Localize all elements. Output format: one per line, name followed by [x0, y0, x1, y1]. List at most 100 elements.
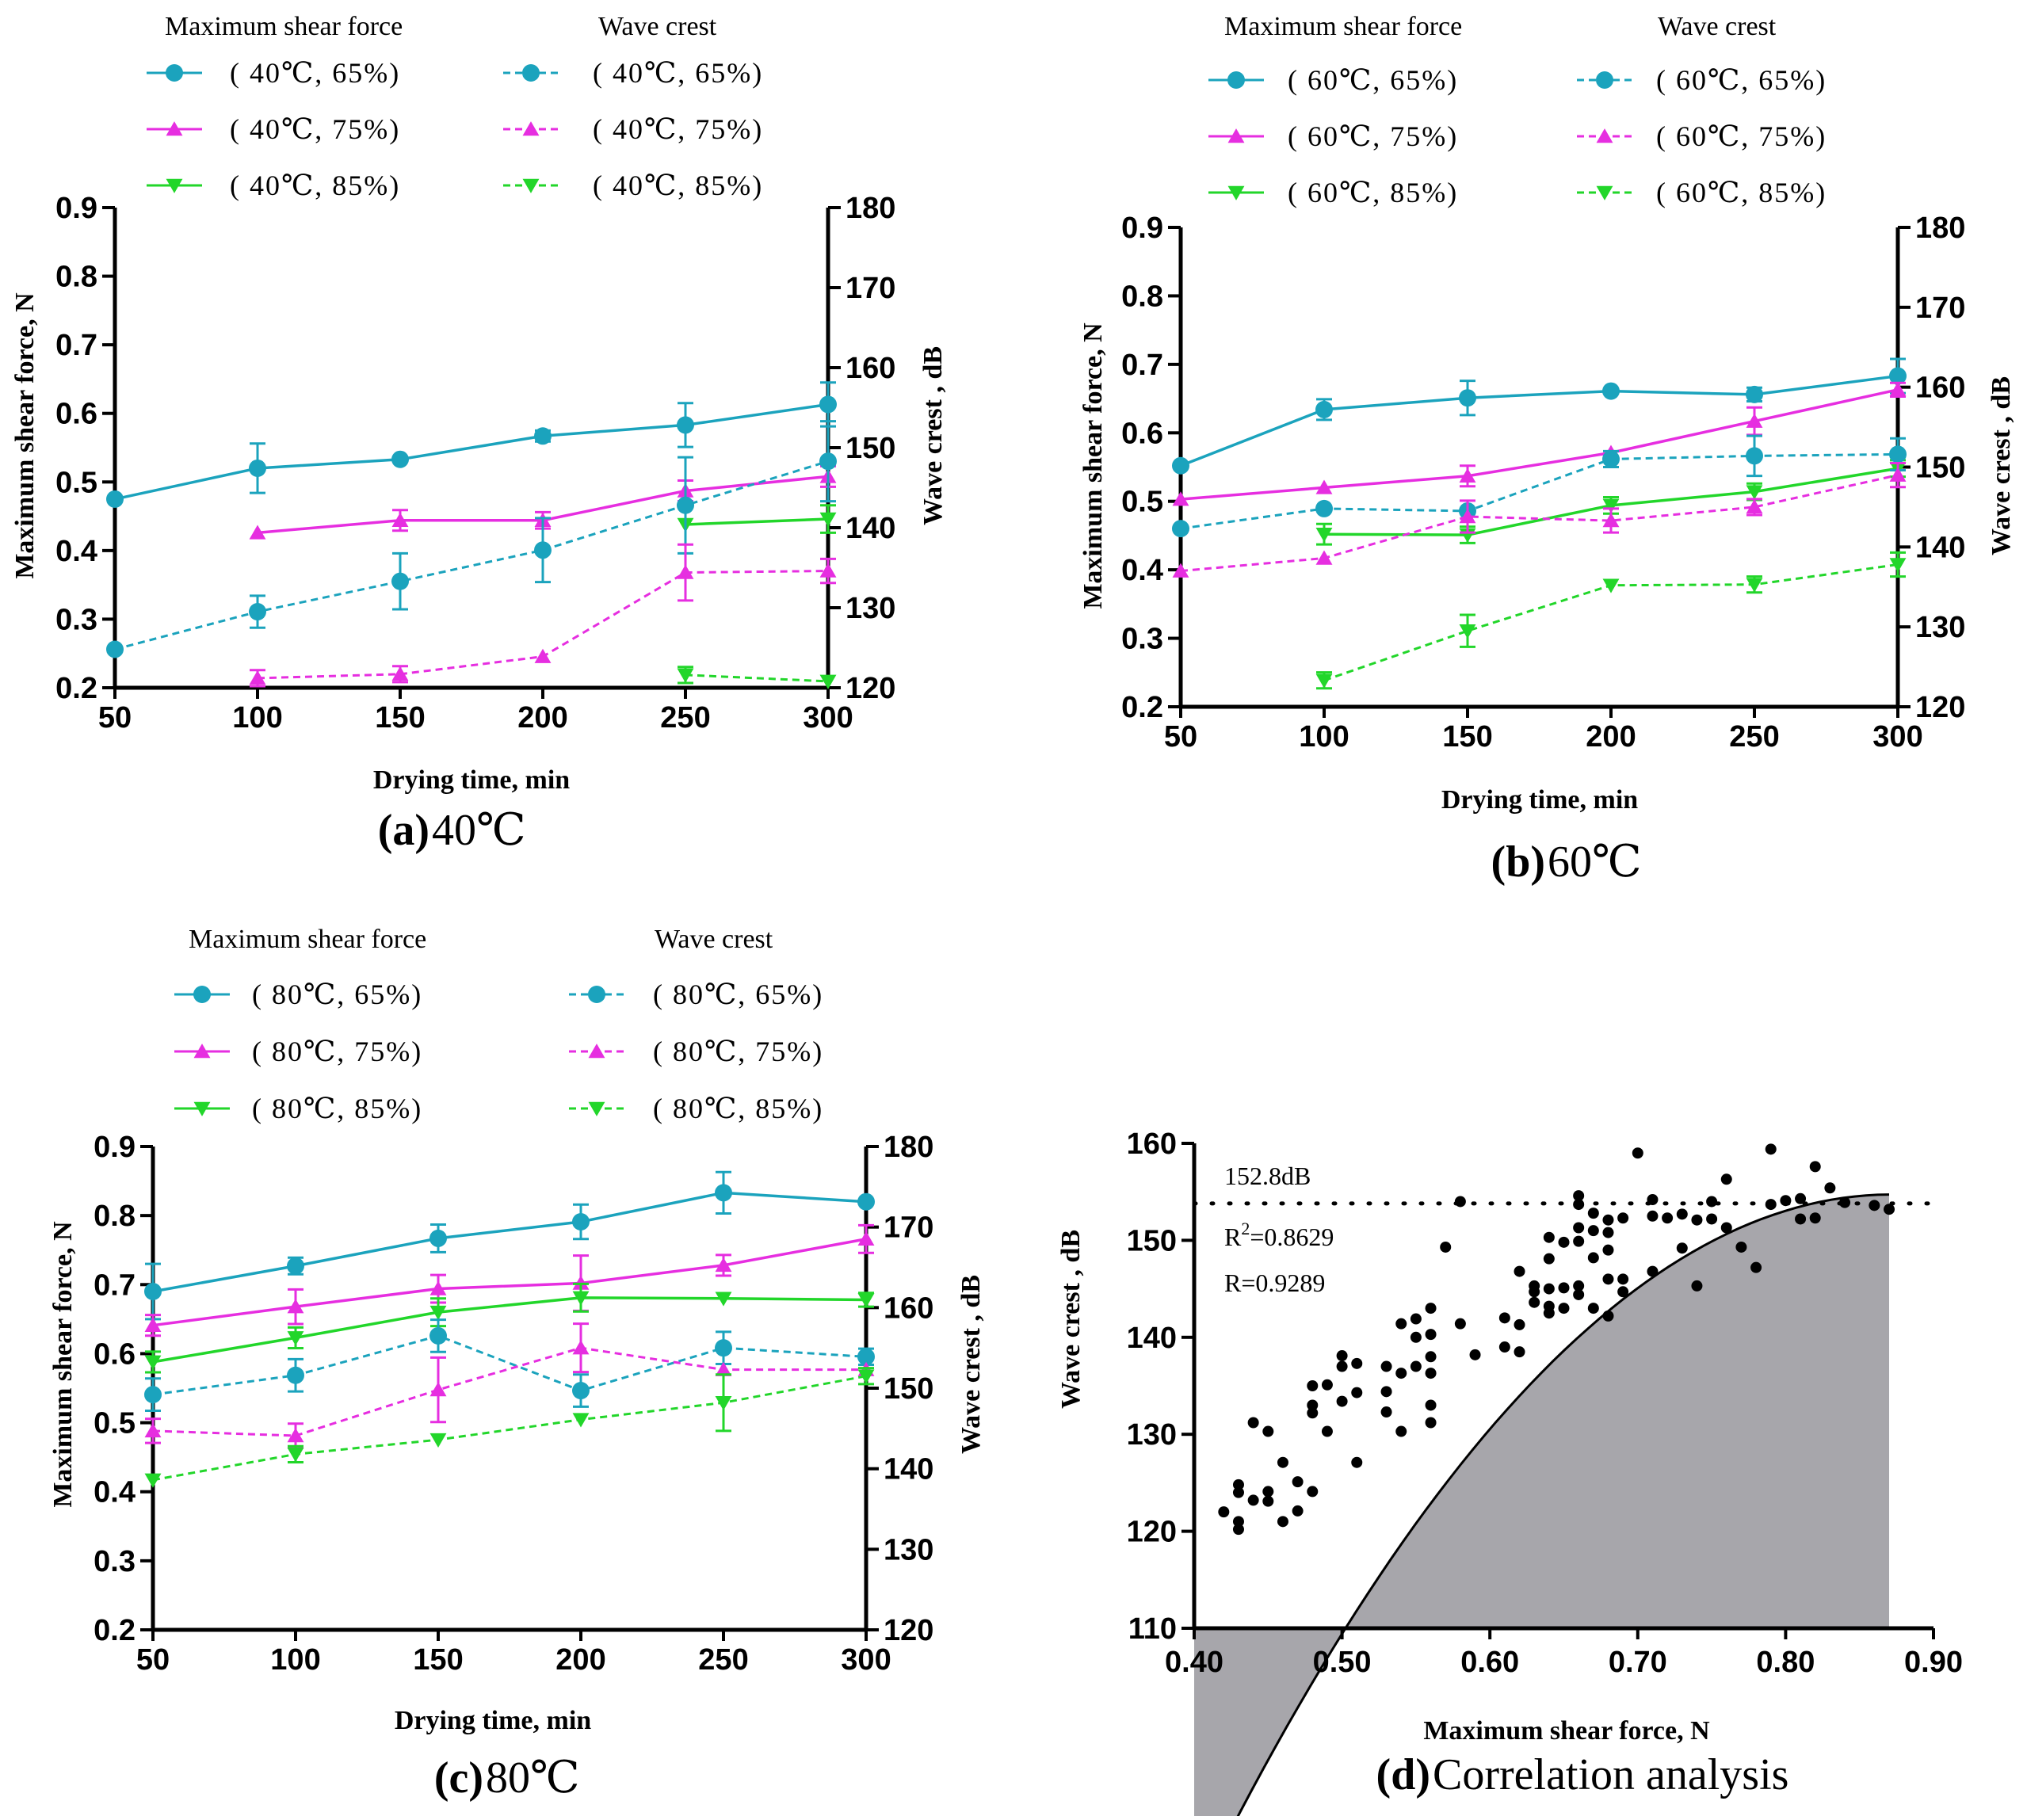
panel-d-data-point [1558, 1303, 1570, 1314]
panel-c-y2-label: Wave crest , dB [956, 1275, 986, 1454]
panel-a-y2-tick-label: 120 [846, 672, 895, 705]
panel-c-x-tick-label: 150 [413, 1643, 463, 1677]
panel-b-y2-tick-label: 130 [1915, 611, 1965, 644]
panel-b-data-point [1315, 673, 1333, 689]
panel-c-legend-marker [588, 1101, 605, 1116]
panel-d-data-point [1602, 1227, 1614, 1238]
panel-b-data-point [1315, 527, 1333, 543]
panel-d-y-tick-label: 110 [1128, 1612, 1177, 1646]
panel-d-data-point [1543, 1283, 1555, 1295]
panel-b-series-shear-c75 [1172, 381, 1907, 506]
panel-c-data-point [429, 1229, 447, 1247]
panel-c-x-tick-label: 250 [698, 1643, 748, 1677]
panel-c-data-point [857, 1348, 875, 1366]
panel-d-y-label: Wave crest , dB [1056, 1230, 1086, 1409]
panel-c-data-point [857, 1293, 875, 1308]
panel-b-y2-tick-label: 120 [1915, 691, 1965, 724]
panel-a-y-tick-label: 0.2 [55, 672, 97, 705]
panel-c-legend-label: ( 80℃, 85%) [252, 1093, 422, 1124]
panel-c-y2-tick-label: 150 [884, 1372, 933, 1406]
panel-a-x-tick-label: 100 [232, 701, 282, 734]
panel-b-data-point [1172, 563, 1189, 578]
panel-a-legend-title-crest: Wave crest [598, 12, 717, 41]
panel-b-y2-tick-label: 170 [1915, 292, 1965, 325]
panel-d-data-point [1307, 1399, 1319, 1411]
panel-d-data-point [1573, 1235, 1585, 1247]
panel-d-data-point [1425, 1351, 1437, 1363]
panel-a-y-tick-label: 0.7 [55, 329, 97, 362]
panel-b-data-point [1746, 499, 1763, 514]
panel-b-series-shear-c65 [1172, 357, 1907, 475]
panel-c-y-tick-label: 0.4 [94, 1476, 136, 1509]
panel-c-data-point [144, 1317, 162, 1332]
panel-d-data-point [1232, 1479, 1244, 1490]
panel-a-data-point [677, 564, 694, 579]
panel-c-legend-label: ( 80℃, 75%) [252, 1036, 422, 1067]
panel-b-data-point [1889, 367, 1907, 385]
panel-c-series-shear-c85 [144, 1282, 875, 1374]
panel-b-legend-marker [1596, 185, 1613, 200]
panel-b-series-crest-c75 [1172, 461, 1907, 578]
panel-a-legend-marker [522, 64, 540, 82]
panel-d-data-point [1602, 1273, 1614, 1285]
panel-d-data-point [1529, 1296, 1540, 1308]
panel-a-legend-label: ( 40℃, 85%) [230, 170, 400, 201]
panel-b-legend-marker [1227, 128, 1245, 143]
panel-a-data-point [391, 512, 409, 528]
panel-a-series-crest-c85 [677, 666, 837, 689]
panel-a-legend-label: ( 40℃, 65%) [230, 57, 400, 89]
panel-b-data-point [1602, 513, 1620, 528]
panel-c-data-point [287, 1448, 304, 1463]
panel-d-data-point [1602, 1310, 1614, 1322]
panel-d-x-tick-label: 0.60 [1460, 1646, 1519, 1679]
panel-d-data-point [1543, 1231, 1555, 1243]
panel-a-data-point [534, 427, 552, 445]
panel-a-legend-title-shear: Maximum shear force [165, 12, 403, 41]
panel-a-y2-tick-label: 140 [846, 512, 895, 545]
panel-c-y-tick-label: 0.9 [94, 1131, 136, 1164]
panel-a-x-tick-label: 300 [803, 701, 853, 734]
panel-a-x-label: Drying time, min [373, 765, 570, 795]
panel-c-data-point [429, 1305, 447, 1321]
panel-d-data-point [1632, 1147, 1643, 1159]
panel-a-y-tick-label: 0.3 [55, 603, 97, 636]
panel-c-legend-marker [588, 986, 605, 1003]
panel-c-data-point [287, 1428, 304, 1443]
panel-d-data-point [1292, 1505, 1304, 1517]
panel-d-data-point [1543, 1307, 1555, 1319]
panel-b-caption-text: 60℃ [1548, 838, 1642, 887]
panel-b-legend-marker [1596, 71, 1613, 89]
panel-a-data-point [819, 674, 837, 689]
panel-b-data-point [1746, 413, 1763, 428]
panel-d-data-point [1514, 1318, 1525, 1330]
panel-b-x-tick-label: 250 [1729, 720, 1779, 754]
panel-d-data-point [1765, 1143, 1777, 1155]
panel-a-y2-tick-label: 170 [846, 272, 895, 305]
panel-d-data-point [1262, 1495, 1274, 1507]
panel-d-data-point [1247, 1417, 1259, 1429]
panel-b-y-tick-label: 0.9 [1121, 212, 1163, 245]
panel-d-data-point [1410, 1313, 1422, 1325]
panel-d-x-tick-label: 0.90 [1904, 1646, 1963, 1679]
panel-d-data-point [1440, 1241, 1452, 1253]
panel-a-data-point [249, 459, 266, 477]
panel-a-data-point [819, 452, 837, 471]
panel-a-series-shear-c85 [677, 504, 837, 534]
panel-b-data-point [1602, 382, 1620, 400]
panel-d: 110 120 130 140 150 160 0.40 0.50 0.60 0.70 0.80 0.… [1056, 1127, 1963, 1820]
panel-a-data-point [106, 490, 124, 508]
panel-d-data-point [1587, 1252, 1599, 1264]
panel-d-y-tick-label: 150 [1127, 1224, 1177, 1257]
panel-b-y-tick-label: 0.7 [1121, 349, 1163, 382]
panel-d-data-point [1498, 1341, 1510, 1353]
panel-d-data-point [1691, 1214, 1703, 1226]
panel-b-y-tick-label: 0.5 [1121, 486, 1163, 519]
panel-c-y2-tick-label: 180 [884, 1131, 933, 1164]
panel-d-r2-annotation: R2=0.8629 [1224, 1219, 1334, 1251]
panel-c-data-point [715, 1339, 732, 1357]
panel-a-series-crest-c75 [249, 543, 837, 688]
panel-a-data-point [534, 648, 552, 663]
panel-c-y2-tick-label: 170 [884, 1211, 933, 1245]
panel-c-x-tick-label: 300 [841, 1643, 891, 1677]
panel-d-plot: 110 120 130 140 150 160 0.40 0.50 0.60 0.70 0.80 0.… [1127, 1127, 1963, 1820]
